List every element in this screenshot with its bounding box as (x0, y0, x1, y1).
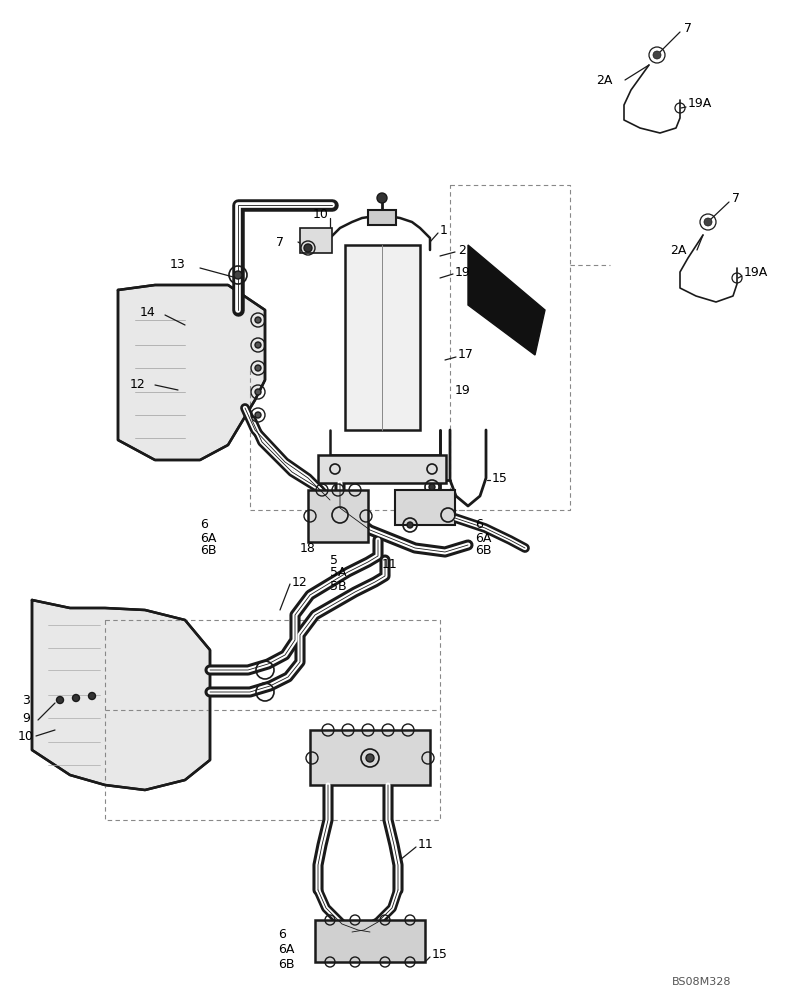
Text: 13: 13 (169, 258, 186, 271)
Text: 6B: 6B (200, 544, 217, 558)
Text: 6: 6 (200, 518, 208, 532)
Text: 1: 1 (440, 224, 448, 236)
Text: 7: 7 (683, 22, 691, 35)
Text: 6A: 6A (277, 943, 294, 956)
Polygon shape (118, 285, 264, 460)
Text: 12: 12 (292, 576, 307, 588)
Circle shape (366, 754, 374, 762)
Text: 2: 2 (457, 243, 466, 256)
Text: 19A: 19A (743, 265, 767, 278)
Polygon shape (467, 245, 544, 355)
Text: BS08M328: BS08M328 (672, 977, 731, 987)
Text: 6: 6 (474, 518, 483, 532)
Text: 14: 14 (139, 306, 156, 318)
Text: 7: 7 (731, 192, 739, 205)
Text: 17: 17 (457, 349, 474, 361)
Circle shape (703, 218, 711, 226)
Circle shape (428, 484, 435, 490)
Circle shape (303, 244, 311, 252)
Circle shape (57, 696, 63, 704)
Circle shape (406, 522, 413, 528)
Bar (394, 490, 454, 525)
Bar (318, 455, 445, 483)
Text: 19: 19 (454, 383, 470, 396)
Text: 18: 18 (299, 542, 315, 554)
Circle shape (255, 317, 260, 323)
Text: 10: 10 (312, 208, 328, 221)
Text: 6A: 6A (200, 532, 216, 544)
Circle shape (652, 51, 660, 59)
Text: 5A: 5A (329, 566, 346, 580)
Text: 12: 12 (130, 378, 145, 391)
Text: 6: 6 (277, 928, 285, 941)
Text: 7: 7 (276, 235, 284, 248)
Polygon shape (32, 600, 210, 790)
Text: 6B: 6B (277, 958, 294, 971)
Text: 10: 10 (18, 730, 34, 742)
Bar (345, 245, 419, 430)
Text: 19: 19 (454, 265, 470, 278)
Text: 3: 3 (22, 694, 30, 706)
Text: 2A: 2A (595, 74, 611, 87)
Text: 11: 11 (381, 558, 397, 572)
Text: 15: 15 (431, 948, 448, 961)
Text: 11: 11 (418, 838, 433, 851)
Bar (367, 210, 396, 225)
Text: 9: 9 (22, 712, 30, 724)
Circle shape (255, 412, 260, 418)
Circle shape (255, 389, 260, 395)
Circle shape (234, 271, 242, 279)
Text: 6B: 6B (474, 544, 491, 558)
Circle shape (255, 365, 260, 371)
Bar (310, 730, 430, 785)
Circle shape (376, 193, 387, 203)
Text: 19A: 19A (687, 97, 711, 110)
Text: 6A: 6A (474, 532, 491, 544)
Circle shape (88, 692, 96, 700)
Circle shape (255, 342, 260, 348)
Bar (307, 490, 367, 542)
Bar (315, 920, 424, 962)
Circle shape (72, 694, 79, 702)
Bar (299, 228, 332, 253)
Text: 2A: 2A (669, 243, 685, 256)
Text: 15: 15 (491, 472, 507, 485)
Text: 5: 5 (329, 554, 337, 566)
Text: 5B: 5B (329, 580, 346, 592)
